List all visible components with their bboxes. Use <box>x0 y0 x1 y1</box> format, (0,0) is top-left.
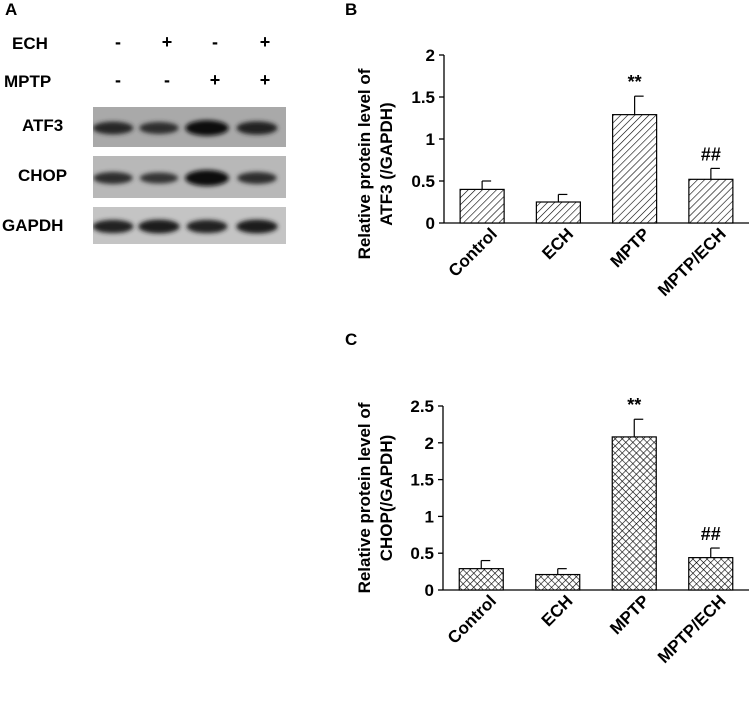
y-axis-label: Relative protein level of CHOP(/GAPDH) <box>355 402 396 593</box>
y-tick-label: 1.5 <box>410 471 434 490</box>
bar <box>458 568 504 591</box>
x-tick-label: MPTP/ECH <box>654 591 730 667</box>
treatment-sign: + <box>161 32 173 52</box>
treatment-sign: - <box>212 32 218 52</box>
blot-band <box>236 121 278 135</box>
blot-band <box>139 122 179 134</box>
bar <box>688 557 734 591</box>
treatment-label-ech: ECH <box>12 34 48 53</box>
blot-band <box>185 120 229 136</box>
y-tick-label: 0 <box>426 214 435 233</box>
y-axis-label: Relative protein level of ATF3 (/GAPDH) <box>355 68 396 259</box>
significance-label: ## <box>701 144 721 164</box>
blot-label-chop: CHOP <box>18 166 68 185</box>
x-tick-label: MPTP <box>606 591 653 638</box>
bar <box>612 114 658 224</box>
bar <box>535 573 581 591</box>
treatment-sign: - <box>115 70 121 90</box>
significance-label: ** <box>627 395 641 415</box>
treatment-sign: + <box>209 70 221 90</box>
blot-label-atf3: ATF3 <box>22 116 64 135</box>
x-tick-label: ECH <box>538 591 577 630</box>
treatment-sign: + <box>259 70 271 90</box>
y-tick-label: 1 <box>425 507 434 526</box>
blot-band <box>93 172 133 184</box>
y-tick-label: 2.5 <box>410 397 434 416</box>
blot-band <box>138 219 180 234</box>
y-tick-label: 0.5 <box>411 172 435 191</box>
blot-band <box>236 219 278 234</box>
treatment-sign: - <box>115 32 121 52</box>
x-tick-label: Control <box>444 591 500 647</box>
significance-label: ** <box>628 72 642 92</box>
blot-band <box>237 172 277 184</box>
y-tick-label: 0 <box>425 581 434 600</box>
y-tick-label: 2 <box>426 46 435 65</box>
blot-band <box>139 172 179 184</box>
significance-label: ## <box>701 524 721 544</box>
treatment-sign: - <box>164 70 170 90</box>
blot-band <box>186 219 228 234</box>
panel-letter-b: B <box>345 0 358 19</box>
bar <box>611 436 657 591</box>
treatment-sign: + <box>259 32 271 52</box>
blot-band <box>185 170 229 186</box>
y-tick-label: 1.5 <box>411 88 435 107</box>
bar <box>459 188 505 224</box>
blot-strip-atf3 <box>93 107 286 147</box>
treatment-label-mptp: MPTP <box>4 72 52 91</box>
y-tick-label: 0.5 <box>410 544 434 563</box>
blot-strip-gapdh <box>93 207 286 244</box>
blot-label-gapdh: GAPDH <box>2 216 64 235</box>
y-tick-label: 2 <box>425 434 434 453</box>
blot-strip-chop <box>93 156 286 198</box>
panel-letter-a: A <box>5 0 18 19</box>
blot-band <box>93 219 134 234</box>
panel-letter-c: C <box>345 330 358 349</box>
y-tick-label: 1 <box>426 130 435 149</box>
blot-band <box>93 121 134 135</box>
